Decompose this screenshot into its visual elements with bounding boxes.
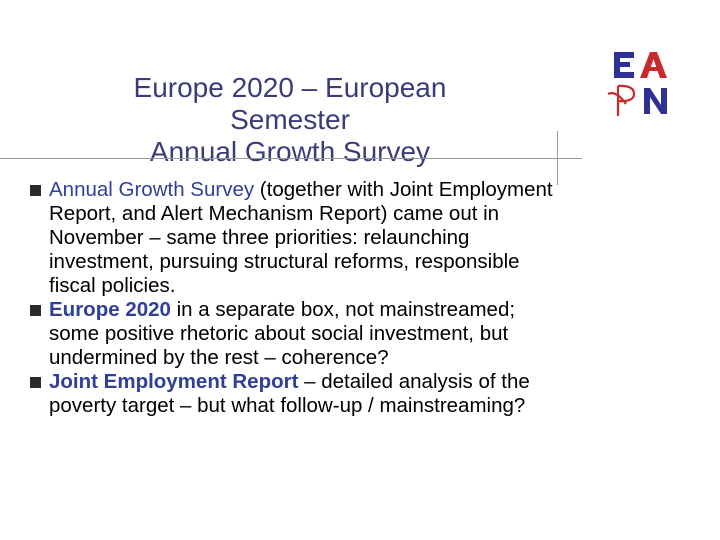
bullet-text: in a separate box, not mainstreamed; som… [49,298,516,369]
logo-letter-e [614,52,634,78]
bullet-highlight: Joint Employment Report [49,370,299,393]
logo-letter-p [607,84,636,116]
bullet-text: (together with Joint Employment Report, … [49,178,553,297]
square-bullet-icon [30,185,41,196]
title-line-1: Europe 2020 – European [133,72,447,103]
square-bullet-icon [30,305,41,316]
bullet-list: Annual Growth Survey (together with Join… [30,178,570,418]
eapn-logo [607,52,667,116]
logo-letter-a [640,52,667,78]
logo-letter-n [644,88,667,114]
slide-title: Europe 2020 – European Semester Annual G… [60,72,520,168]
bullet-text: – detailed analysis of the poverty targe… [49,370,530,417]
title-divider-horizontal [0,158,582,159]
title-line-2: Semester [230,104,350,135]
bullet-highlight: Annual Growth Survey [49,178,255,201]
square-bullet-icon [30,377,41,388]
bullet-item: Joint Employment Report – detailed analy… [30,370,570,418]
title-line-3: Annual Growth Survey [149,136,431,167]
bullet-item: Europe 2020 in a separate box, not mains… [30,298,570,370]
title-divider-vertical [557,131,558,185]
bullet-highlight: Europe 2020 [49,298,171,321]
bullet-item: Annual Growth Survey (together with Join… [30,178,570,298]
